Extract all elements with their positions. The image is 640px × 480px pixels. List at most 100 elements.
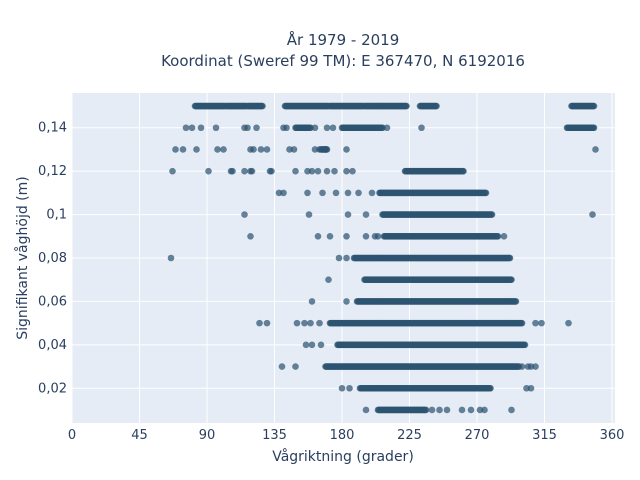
data-point: [488, 211, 496, 218]
data-point: [278, 363, 286, 370]
data-point: [428, 406, 436, 414]
data-point: [343, 167, 350, 175]
data-point: [307, 319, 314, 327]
data-point: [349, 167, 356, 175]
data-point: [532, 363, 539, 370]
x-tick-label: 225: [397, 428, 422, 443]
data-points: [167, 102, 599, 414]
data-point: [532, 319, 539, 327]
y-tick-labels: 0,02 0,04 0,06 0,08 0,1 0,12 0,14: [38, 121, 67, 397]
x-tick-label: 315: [532, 428, 557, 443]
y-tick-label: 0,02: [38, 381, 67, 396]
data-point: [283, 124, 290, 132]
data-point: [248, 167, 256, 175]
data-point: [343, 254, 350, 262]
data-point: [458, 406, 466, 414]
data-point: [512, 298, 520, 305]
data-point: [362, 406, 370, 414]
data-point: [331, 167, 338, 175]
data-point: [241, 167, 248, 175]
data-point: [521, 341, 529, 349]
x-tick-label: 0: [68, 428, 76, 443]
data-point: [247, 232, 254, 240]
data-point: [433, 102, 440, 110]
data-point: [343, 298, 350, 305]
data-point: [565, 319, 572, 327]
data-point: [220, 146, 227, 153]
data-point: [422, 406, 430, 414]
data-point: [436, 406, 443, 414]
x-tick-label: 135: [262, 428, 287, 443]
data-point: [302, 341, 310, 349]
data-point: [193, 146, 200, 153]
data-point: [343, 232, 350, 240]
data-point: [518, 363, 526, 370]
data-point: [322, 146, 329, 153]
data-point: [317, 341, 325, 349]
data-point: [167, 254, 175, 262]
y-tick-label: 0,06: [38, 294, 67, 309]
data-point: [335, 254, 343, 262]
y-tick-label: 0,14: [38, 121, 67, 136]
data-point: [443, 406, 451, 414]
data-point: [527, 384, 535, 392]
data-point: [460, 167, 467, 175]
data-point: [319, 189, 326, 197]
data-point: [344, 211, 352, 218]
data-point: [368, 189, 376, 197]
y-axis-title: Signifikant våghöjd (m): [14, 176, 31, 339]
data-point: [268, 167, 275, 175]
data-point: [338, 384, 346, 392]
data-point: [494, 232, 502, 240]
data-point: [182, 124, 190, 132]
data-point: [169, 167, 176, 175]
data-point: [229, 167, 236, 175]
data-point: [332, 189, 340, 197]
x-tick-label: 90: [199, 428, 216, 443]
data-point: [292, 167, 299, 175]
data-point: [362, 211, 370, 218]
data-point: [325, 276, 332, 284]
data-point: [290, 146, 298, 153]
x-tick-label: 270: [465, 428, 490, 443]
data-point: [418, 124, 425, 132]
data-point: [346, 384, 353, 392]
data-point: [508, 406, 515, 414]
y-tick-label: 0,12: [38, 164, 67, 179]
data-point: [263, 319, 271, 327]
data-point: [592, 146, 599, 153]
data-point: [212, 124, 220, 132]
x-tick-labels: 0 45 90 135 180 225 270 315 360: [68, 428, 625, 443]
y-tick-label: 0,08: [38, 251, 67, 266]
data-point: [188, 124, 196, 132]
data-point: [253, 124, 260, 132]
data-point: [508, 276, 515, 284]
data-point: [481, 406, 488, 414]
y-tick-label: 0,1: [46, 208, 67, 223]
data-point: [590, 124, 598, 132]
x-tick-label: 180: [330, 428, 355, 443]
data-point: [314, 232, 322, 240]
data-point: [292, 363, 299, 370]
data-point: [301, 319, 308, 327]
data-point: [323, 124, 331, 132]
data-point: [308, 298, 316, 305]
data-point: [293, 319, 301, 327]
data-point: [214, 146, 221, 153]
chart-title-line2: Koordinat (Sweref 99 TM): E 367470, N 61…: [161, 52, 525, 70]
data-point: [244, 124, 251, 132]
data-point: [323, 167, 331, 175]
data-point: [383, 124, 391, 132]
data-point: [205, 167, 212, 175]
data-point: [506, 254, 514, 262]
data-point: [311, 124, 319, 132]
x-axis-title: Vågriktning (grader): [272, 448, 414, 465]
data-point: [500, 232, 508, 240]
data-point: [344, 189, 352, 197]
data-point: [343, 146, 350, 153]
data-point: [304, 189, 311, 197]
data-point: [326, 232, 334, 240]
data-point: [362, 232, 370, 240]
data-point: [374, 232, 382, 240]
